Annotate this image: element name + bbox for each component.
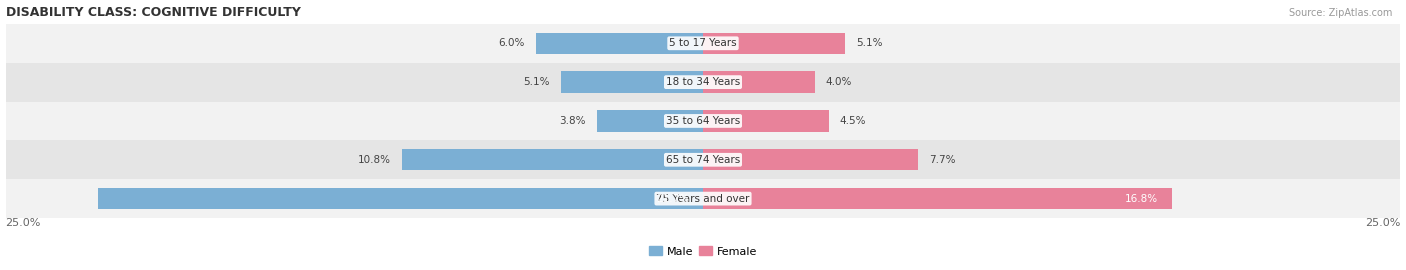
Text: 7.7%: 7.7% <box>929 155 956 165</box>
Bar <box>6 102 1400 140</box>
Text: 35 to 64 Years: 35 to 64 Years <box>666 116 740 126</box>
Text: 75 Years and over: 75 Years and over <box>657 194 749 204</box>
Text: 10.8%: 10.8% <box>357 155 391 165</box>
Text: DISABILITY CLASS: COGNITIVE DIFFICULTY: DISABILITY CLASS: COGNITIVE DIFFICULTY <box>6 6 301 19</box>
Legend: Male, Female: Male, Female <box>644 242 762 261</box>
Bar <box>703 149 918 170</box>
Bar <box>6 63 1400 102</box>
Text: 18 to 34 Years: 18 to 34 Years <box>666 77 740 87</box>
Bar <box>6 24 1400 63</box>
Text: 5.1%: 5.1% <box>523 77 550 87</box>
Text: Source: ZipAtlas.com: Source: ZipAtlas.com <box>1288 8 1392 18</box>
Text: 3.8%: 3.8% <box>560 116 586 126</box>
Bar <box>703 188 1171 209</box>
Bar <box>97 188 703 209</box>
Bar <box>6 140 1400 179</box>
Bar <box>703 33 845 54</box>
Text: 25.0%: 25.0% <box>1365 218 1400 228</box>
Bar <box>402 149 703 170</box>
Text: 65 to 74 Years: 65 to 74 Years <box>666 155 740 165</box>
Bar <box>561 72 703 93</box>
Text: 21.7%: 21.7% <box>657 194 689 204</box>
Text: 6.0%: 6.0% <box>498 38 524 48</box>
Bar <box>6 179 1400 218</box>
Text: 4.0%: 4.0% <box>825 77 852 87</box>
Bar <box>703 72 814 93</box>
Bar <box>703 110 828 132</box>
Bar <box>598 110 703 132</box>
Text: 25.0%: 25.0% <box>6 218 41 228</box>
Text: 4.5%: 4.5% <box>839 116 866 126</box>
Text: 5 to 17 Years: 5 to 17 Years <box>669 38 737 48</box>
Text: 16.8%: 16.8% <box>1125 194 1157 204</box>
Text: 5.1%: 5.1% <box>856 38 883 48</box>
Bar <box>536 33 703 54</box>
